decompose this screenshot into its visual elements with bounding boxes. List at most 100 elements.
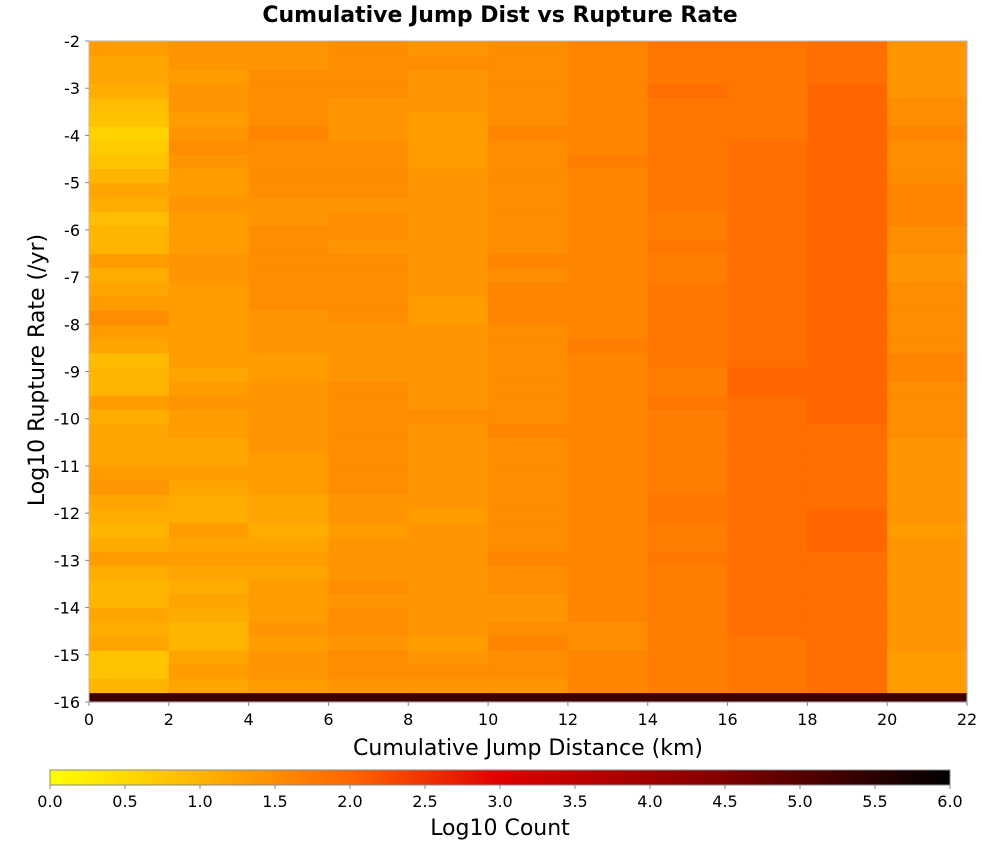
heatmap-cell: [727, 565, 808, 580]
heatmap-cell: [488, 536, 569, 552]
heatmap-cell: [328, 196, 409, 212]
y-axis-label: Log10 Rupture Rate (/yr): [25, 234, 50, 506]
heatmap-cell: [567, 395, 649, 410]
heatmap-cell: [248, 550, 330, 566]
heatmap-cell: [488, 437, 569, 453]
heatmap-cell: [567, 409, 649, 425]
heatmap-cell: [647, 154, 729, 170]
heatmap-cell: [807, 239, 888, 255]
heatmap-cell: [567, 565, 649, 580]
heatmap-cell: [328, 423, 409, 439]
heatmap-cell: [248, 140, 330, 155]
heatmap-cell: [328, 451, 409, 467]
heatmap-cell: [488, 41, 569, 56]
heatmap-cell: [168, 41, 250, 56]
heatmap-cell: [328, 253, 409, 269]
heatmap-cell: [89, 168, 170, 184]
colorbar: [49, 769, 951, 786]
heatmap-cell: [807, 210, 888, 226]
heatmap-cell: [408, 55, 489, 70]
heatmap-cell: [647, 168, 729, 184]
y-tick-label: -14: [54, 599, 80, 618]
heatmap-cell: [168, 140, 250, 155]
heatmap-cell: [887, 239, 968, 255]
heatmap-cell: [328, 678, 409, 694]
heatmap-cell: [887, 451, 968, 467]
heatmap-cell: [887, 253, 968, 269]
heatmap-cell: [488, 451, 569, 467]
heatmap-cell: [647, 140, 729, 155]
heatmap-cell: [248, 55, 330, 70]
heatmap-cell: [488, 140, 569, 155]
heatmap-cell: [727, 196, 808, 212]
heatmap-cell: [807, 366, 888, 382]
heatmap-cell: [807, 692, 888, 703]
x-tick-label: 20: [877, 710, 897, 729]
heatmap-cell: [567, 621, 649, 637]
heatmap-cell: [567, 536, 649, 552]
heatmap-cell: [647, 621, 729, 637]
heatmap-cell: [408, 111, 489, 127]
heatmap-cell: [488, 480, 569, 495]
heatmap-cell: [168, 168, 250, 184]
heatmap-cell: [488, 522, 569, 538]
heatmap-cell: [89, 97, 170, 113]
heatmap-cell: [887, 324, 968, 340]
x-tick-label: 16: [717, 710, 737, 729]
heatmap-cell: [727, 55, 808, 70]
heatmap-cell: [567, 125, 649, 141]
heatmap-cell: [168, 607, 250, 623]
heatmap-cell: [168, 395, 250, 410]
heatmap-cell: [89, 565, 170, 580]
y-tick-label: -11: [54, 457, 80, 476]
heatmap-cell: [567, 692, 649, 703]
heatmap-cell: [567, 182, 649, 198]
heatmap-cell: [248, 154, 330, 170]
heatmap-cell: [248, 366, 330, 382]
heatmap-cell: [89, 508, 170, 524]
heatmap-cell: [647, 692, 729, 703]
heatmap-cell: [408, 508, 489, 524]
heatmap-cell: [647, 83, 729, 99]
heatmap-cell: [807, 522, 888, 538]
heatmap-cell: [328, 111, 409, 127]
heatmap-cell: [567, 225, 649, 240]
x-tick-label: 18: [797, 710, 817, 729]
heatmap-cell: [248, 168, 330, 184]
heatmap-cell: [168, 451, 250, 467]
heatmap-cell: [408, 338, 489, 354]
heatmap-cell: [89, 380, 170, 396]
heatmap-cell: [727, 210, 808, 226]
heatmap-cell: [248, 635, 330, 651]
heatmap-cell: [408, 664, 489, 679]
heatmap-cell: [887, 480, 968, 495]
heatmap-cell: [647, 395, 729, 410]
heatmap-cell: [89, 550, 170, 566]
heatmap-cell: [647, 324, 729, 340]
heatmap-cell: [887, 423, 968, 439]
heatmap-cell: [248, 83, 330, 99]
heatmap-cell: [647, 465, 729, 481]
heatmap-cell: [887, 437, 968, 453]
heatmap-cell: [248, 239, 330, 255]
heatmap-cell: [488, 692, 569, 703]
heatmap-cell: [567, 465, 649, 481]
heatmap-cell: [168, 579, 250, 595]
heatmap-cell: [168, 196, 250, 212]
colorbar-tick-label: 2.0: [337, 792, 362, 811]
heatmap-cell: [408, 69, 489, 85]
heatmap-cell: [807, 253, 888, 269]
heatmap-cell: [168, 494, 250, 510]
heatmap-cell: [168, 154, 250, 170]
heatmap-cell: [887, 352, 968, 368]
y-tick-label: -9: [64, 363, 80, 382]
heatmap-cell: [168, 409, 250, 425]
heatmap-cell: [727, 69, 808, 85]
heatmap-cell: [488, 225, 569, 240]
colorbar-tick-label: 1.5: [262, 792, 287, 811]
heatmap-cell: [328, 168, 409, 184]
heatmap-cell: [647, 678, 729, 694]
heatmap-cell: [168, 338, 250, 354]
heatmap-cell: [89, 55, 170, 70]
heatmap-cell: [408, 267, 489, 283]
